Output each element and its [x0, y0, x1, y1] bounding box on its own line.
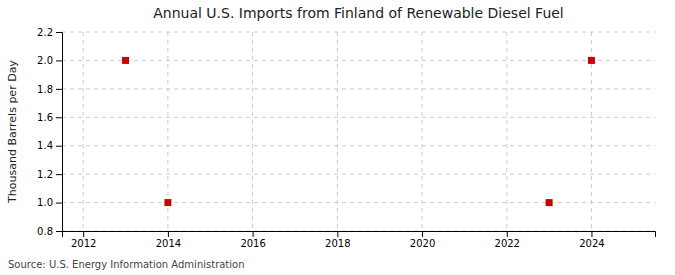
y-tick: 2.2	[37, 27, 62, 38]
x-tick-label: 2022	[495, 238, 520, 249]
grid-line-y	[62, 145, 655, 146]
x-tick-label: 2016	[240, 238, 265, 249]
y-tick: 1.8	[37, 84, 62, 95]
point	[122, 57, 129, 64]
y-tick: 1.6	[37, 112, 62, 123]
y-axis-line	[56, 33, 63, 232]
grid-line-y	[62, 60, 655, 61]
grid-line-x	[83, 32, 84, 231]
chart-container: 2012 2014 2016 2018 2020 2022 2024 0.8 1.0 1.2 1.4…	[0, 0, 675, 275]
point	[588, 57, 595, 64]
x-tick: 2024	[579, 231, 604, 249]
grid-line-x	[422, 32, 423, 231]
y-tick: 0.8	[37, 226, 62, 237]
y-tick-label: 2.0	[37, 55, 53, 66]
x-tick-mark	[507, 231, 508, 237]
x-axis: 2012 2014 2016 2018 2020 2022 2024	[63, 231, 656, 249]
x-tick: 2012	[71, 231, 96, 249]
y-tick-label: 1.0	[37, 197, 53, 208]
y-tick-mark	[56, 146, 62, 147]
chart-title: Annual U.S. Imports from Finland of Rene…	[153, 5, 564, 21]
x-tick-label: 2020	[410, 238, 435, 249]
x-tick-label: 2014	[156, 238, 181, 249]
x-tick: 2020	[410, 231, 435, 249]
grid-line-y	[62, 32, 655, 33]
y-tick: 1.2	[37, 169, 62, 180]
y-tick-mark	[56, 89, 62, 90]
y-axis: 0.8 1.0 1.2 1.4 1.6 1.8 2.0 2.2	[37, 27, 62, 237]
y-tick-label: 2.2	[37, 27, 53, 38]
x-tick-mark	[591, 231, 592, 237]
point	[546, 199, 553, 206]
grid-line-x	[337, 32, 338, 231]
y-tick-label: 1.4	[37, 140, 53, 151]
grid-line-y	[62, 174, 655, 175]
grid-line-y	[62, 88, 655, 89]
y-tick-mark	[56, 117, 62, 118]
y-tick-mark	[56, 32, 62, 33]
y-tick-label: 0.8	[37, 226, 53, 237]
y-axis-title: Thousand Barrels per Day	[6, 60, 19, 204]
x-tick: 2016	[240, 231, 265, 249]
y-tick: 2.0	[37, 55, 62, 66]
grid-line-x	[252, 32, 253, 231]
x-tick-label: 2024	[579, 238, 604, 249]
grid-line-y	[62, 202, 655, 203]
x-tick-label: 2018	[325, 238, 350, 249]
x-tick: 2014	[156, 231, 181, 249]
y-tick-mark	[56, 203, 62, 204]
y-tick-label: 1.8	[37, 84, 53, 95]
source-note: Source: U.S. Energy Information Administ…	[8, 259, 245, 270]
x-tick-mark	[422, 231, 423, 237]
x-axis-line	[63, 232, 656, 238]
x-tick-mark	[83, 231, 84, 237]
x-tick-mark	[168, 231, 169, 237]
y-tick-mark	[56, 174, 62, 175]
y-tick-label: 1.6	[37, 112, 53, 123]
x-tick-mark	[253, 231, 254, 237]
points	[122, 57, 595, 206]
y-tick-label: 1.2	[37, 169, 53, 180]
x-tick: 2022	[495, 231, 520, 249]
y-tick-mark	[56, 60, 62, 61]
x-tick-label: 2012	[71, 238, 96, 249]
plot-area: 2012 2014 2016 2018 2020 2022 2024 0.8 1.0 1.2 1.4…	[37, 27, 655, 249]
grid-line-y	[62, 117, 655, 118]
y-tick: 1.0	[37, 197, 62, 208]
y-tick: 1.4	[37, 140, 62, 151]
y-tick-mark	[56, 231, 62, 232]
x-tick-mark	[337, 231, 338, 237]
point	[164, 199, 171, 206]
grid-line-x	[506, 32, 507, 231]
chart-svg: 2012 2014 2016 2018 2020 2022 2024 0.8 1.0 1.2 1.4…	[0, 0, 675, 275]
x-tick: 2018	[325, 231, 350, 249]
grid	[62, 32, 655, 231]
